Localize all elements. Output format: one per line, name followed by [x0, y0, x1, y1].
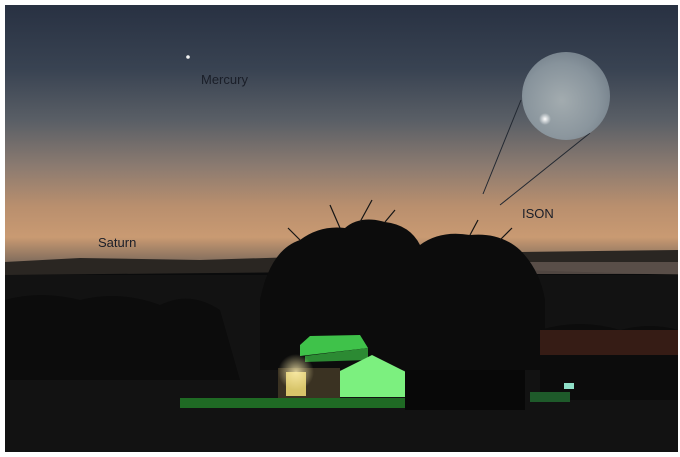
trees [5, 219, 678, 400]
label: ISON [522, 206, 554, 221]
label: Mercury [201, 72, 248, 87]
house [180, 335, 574, 408]
haze [520, 262, 678, 274]
pointer-line [482, 99, 522, 195]
pointer-line [499, 132, 591, 206]
label: Saturn [98, 235, 136, 250]
comet-core [539, 113, 551, 125]
comet-inset [522, 52, 610, 140]
mercury-dot [186, 55, 190, 59]
branches [287, 199, 513, 241]
red-glow [540, 330, 678, 355]
shed [405, 370, 525, 410]
